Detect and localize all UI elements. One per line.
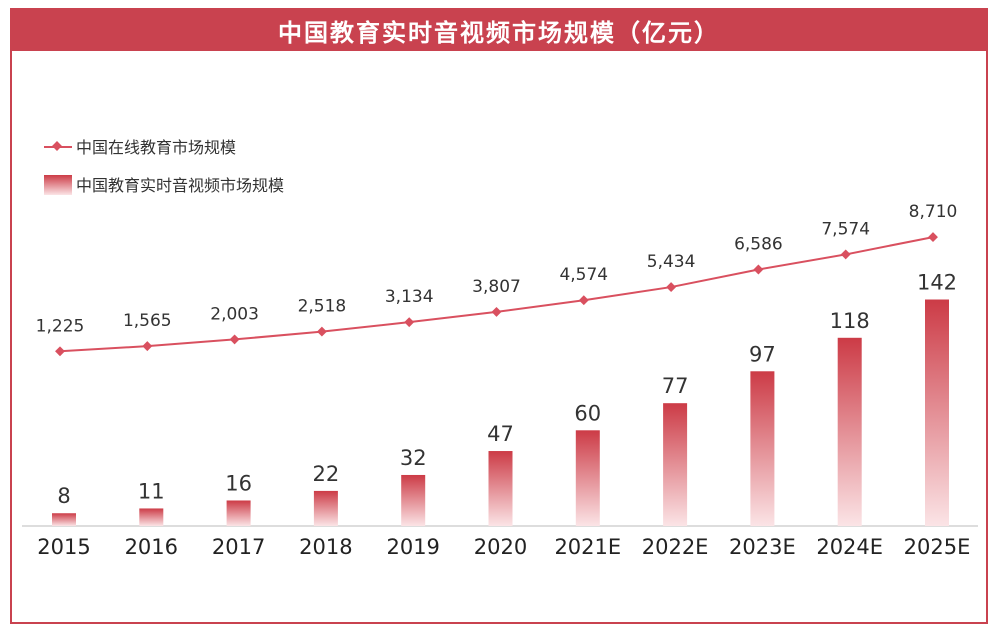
line-value-label: 4,574 <box>559 265 608 285</box>
bar-value-label: 16 <box>225 471 252 495</box>
bar-2021E <box>575 430 600 526</box>
line-point-2021E <box>578 295 589 306</box>
line-point-2016 <box>142 341 153 352</box>
bar-2017 <box>226 500 251 526</box>
line-value-label: 2,003 <box>210 304 259 324</box>
bar-value-label: 142 <box>917 271 957 295</box>
bar-2025E <box>925 299 949 526</box>
line-point-2017 <box>229 334 240 345</box>
x-tick-label: 2020 <box>474 535 527 559</box>
line-point-2024E <box>840 249 851 260</box>
line-point-2018 <box>316 326 327 337</box>
bar-2019 <box>401 474 426 526</box>
bar-value-label: 32 <box>400 446 427 470</box>
bar-2015 <box>52 513 76 526</box>
x-tick-label: 2024E <box>816 535 883 559</box>
line-value-label: 5,434 <box>647 252 696 272</box>
line-point-2023E <box>753 264 764 275</box>
line-value-label: 1,225 <box>36 316 85 336</box>
line-point-2015 <box>55 346 65 357</box>
x-tick-label: 2022E <box>642 535 709 559</box>
line-point-2020 <box>491 306 502 317</box>
line-value-label: 3,134 <box>385 287 434 307</box>
bar-value-label: 118 <box>830 309 870 333</box>
bar-value-label: 22 <box>313 462 340 486</box>
legend-bar-swatch <box>44 175 72 195</box>
bar-2023E <box>750 371 775 526</box>
line-value-label: 8,710 <box>909 202 958 222</box>
line-value-label: 1,565 <box>123 311 172 331</box>
legend: 中国在线教育市场规模 中国教育实时音视频市场规模 <box>44 138 284 195</box>
bar-value-label: 97 <box>749 342 776 366</box>
x-tick-label: 2015 <box>37 535 90 559</box>
bar-2016 <box>139 508 164 526</box>
bar-2020 <box>488 451 513 526</box>
line-value-label: 3,807 <box>472 277 521 297</box>
line-point-2025E <box>928 232 938 243</box>
x-tick-label: 2016 <box>125 535 178 559</box>
bar-value-label: 47 <box>487 422 514 446</box>
line-point-2022E <box>666 282 677 293</box>
chart-title: 中国教育实时音视频市场规模（亿元） <box>12 10 986 51</box>
legend-label-line: 中国在线教育市场规模 <box>76 138 236 157</box>
bar-value-label: 60 <box>574 401 601 425</box>
x-tick-label: 2021E <box>554 535 621 559</box>
line-point-2019 <box>404 317 415 328</box>
bar-value-label: 8 <box>57 484 70 508</box>
bar-2022E <box>663 403 688 526</box>
line-value-label: 6,586 <box>734 234 783 254</box>
bar-value-label: 11 <box>138 479 165 503</box>
x-tick-label: 2023E <box>729 535 796 559</box>
legend-diamond-icon <box>52 141 62 151</box>
bar-value-label: 77 <box>662 374 689 398</box>
line-value-label: 7,574 <box>821 219 870 239</box>
x-tick-label: 2018 <box>299 535 352 559</box>
x-tick-label: 2017 <box>212 535 265 559</box>
line-value-label: 2,518 <box>298 297 347 317</box>
x-tick-label: 2019 <box>386 535 439 559</box>
x-tick-label: 2025E <box>904 535 971 559</box>
legend-label-bar: 中国教育实时音视频市场规模 <box>76 176 284 195</box>
bar-2018 <box>313 490 338 526</box>
bar-2024E <box>837 337 862 526</box>
